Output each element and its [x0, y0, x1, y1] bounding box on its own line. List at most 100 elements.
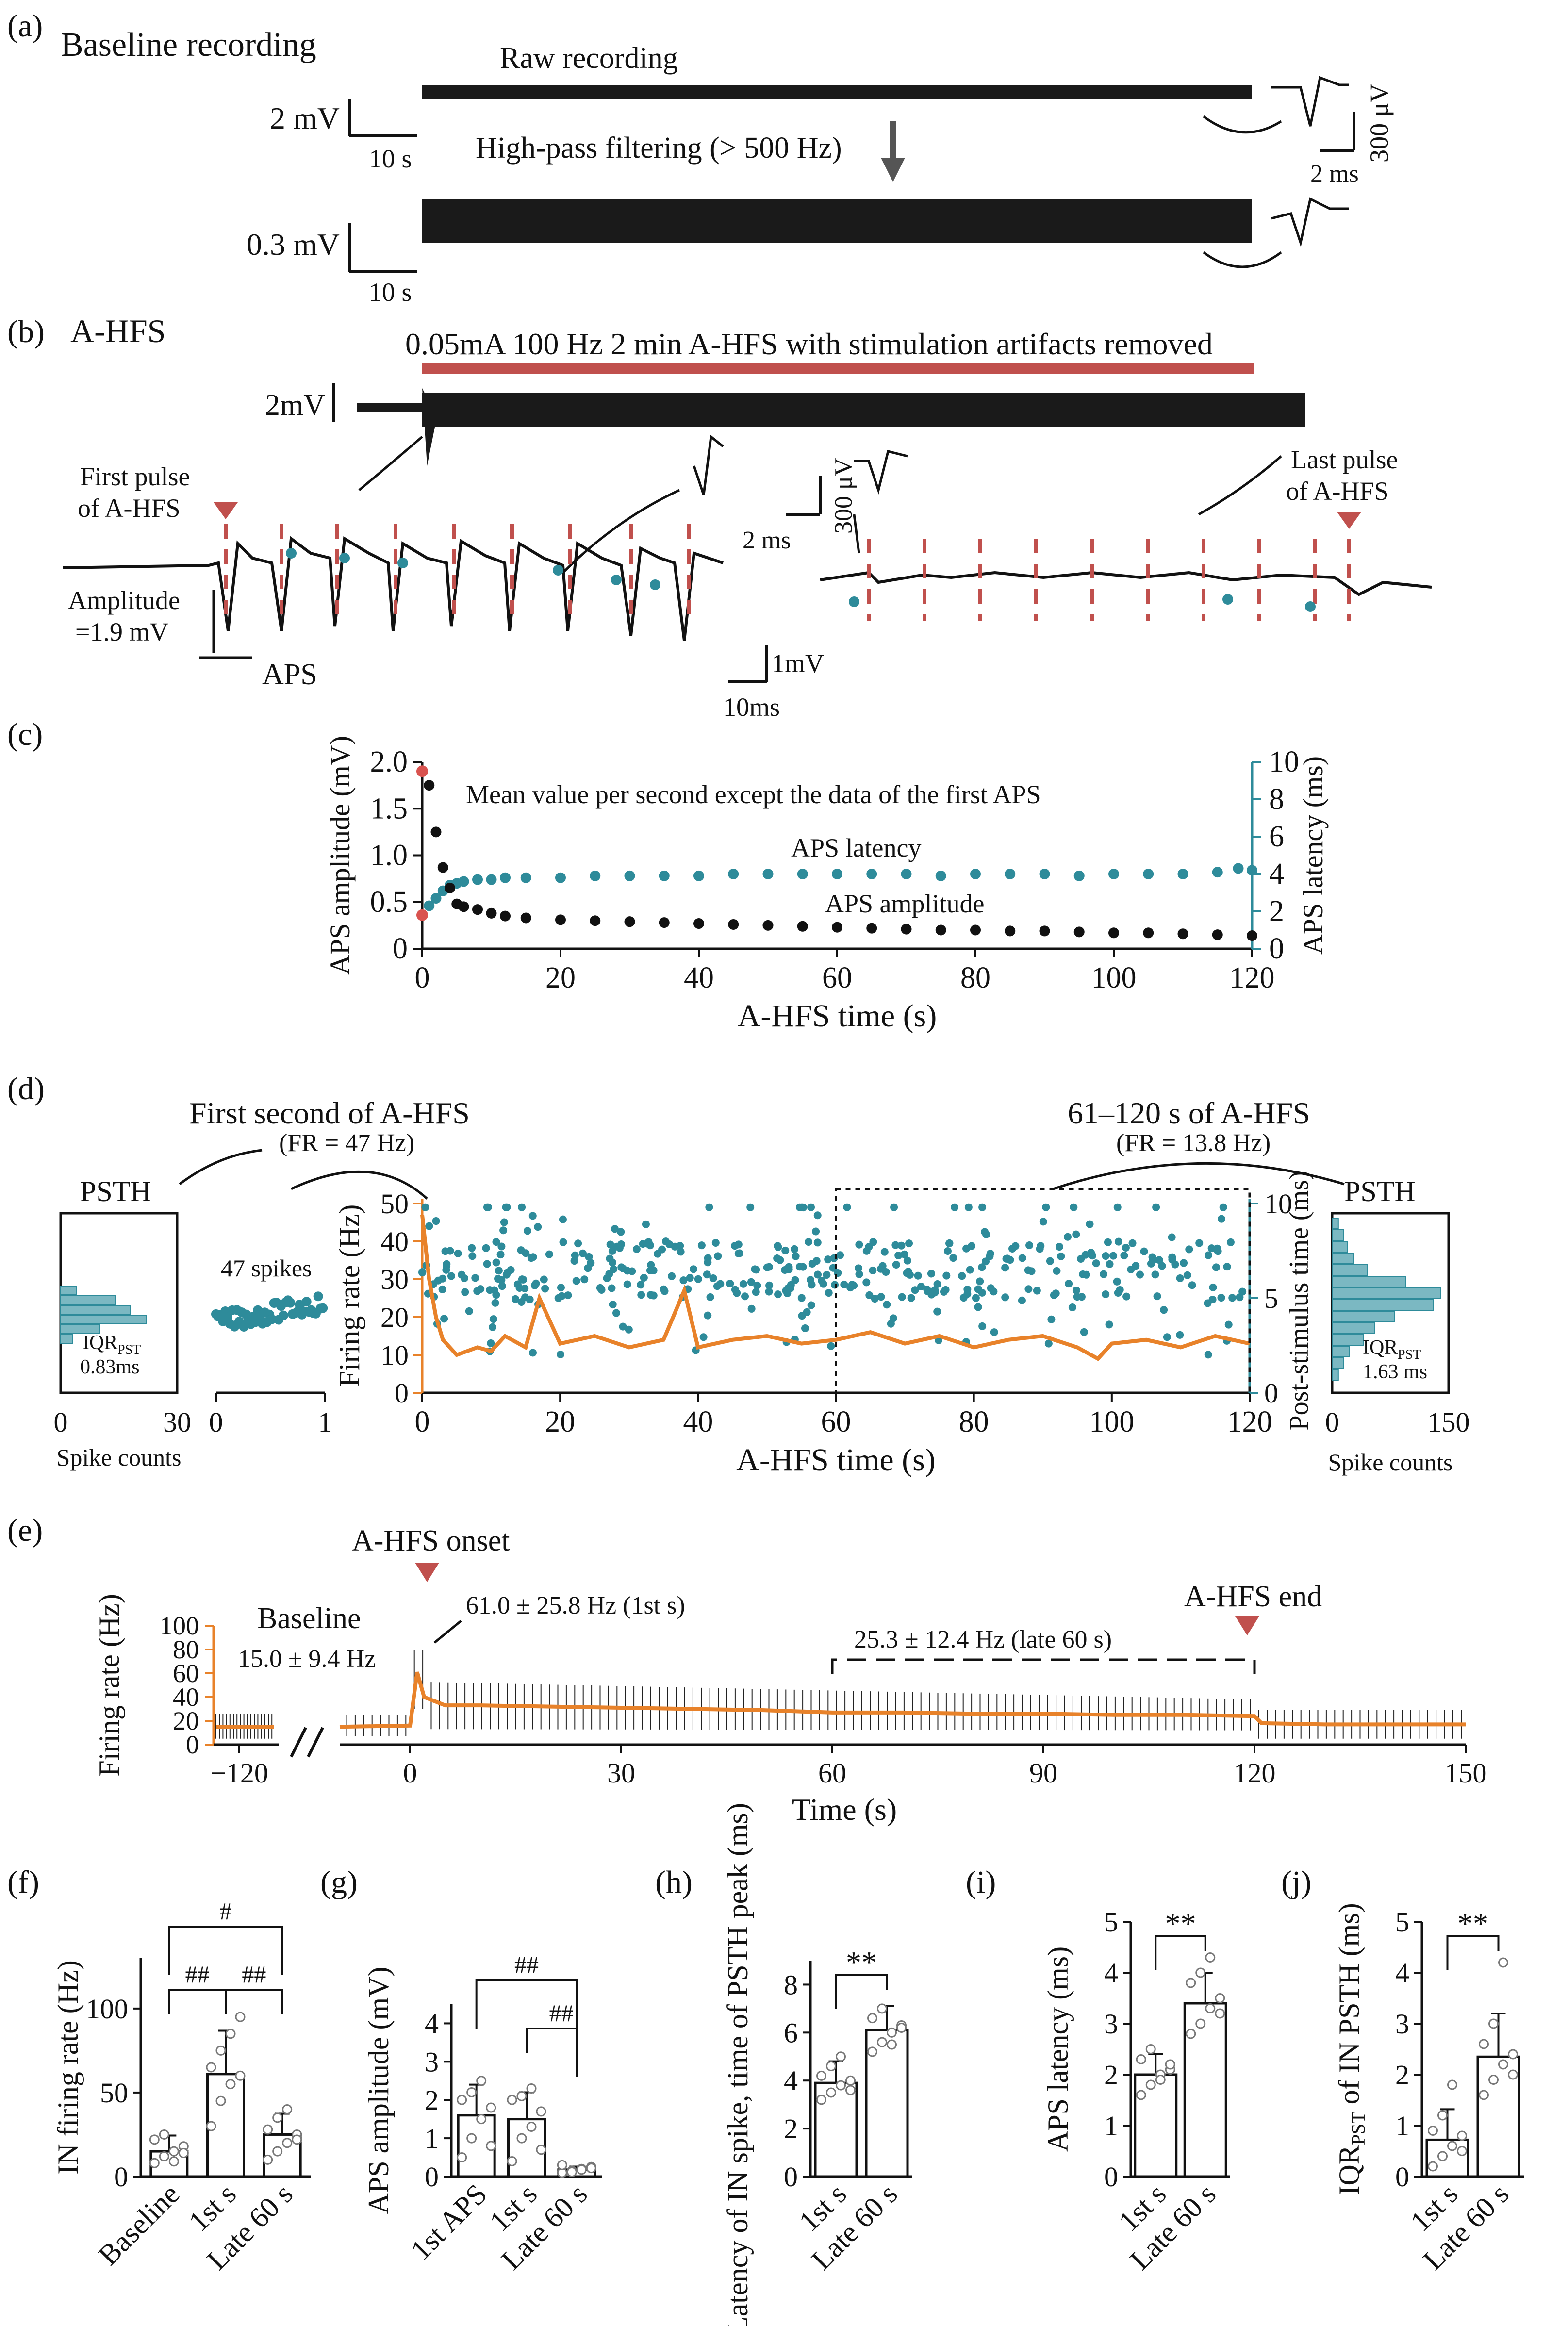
- data-point: [1195, 2018, 1206, 2029]
- spike-point: [1114, 1237, 1122, 1246]
- spike-point: [492, 1238, 500, 1246]
- data-point: [1186, 2029, 1196, 2039]
- data-point: [159, 2151, 169, 2161]
- psth-bar: [60, 1324, 100, 1334]
- raw-trace: [422, 85, 1252, 99]
- x-tick-label: 90: [1029, 1757, 1057, 1789]
- y-tick-label: 0: [186, 1730, 199, 1759]
- panel-letter: (h): [655, 1864, 693, 1900]
- amplitude-point: [1073, 926, 1085, 938]
- amplitude-point: [430, 826, 442, 838]
- stimulus-markers: [224, 524, 1351, 621]
- y-tick-label: 5: [1395, 1906, 1409, 1938]
- spike-point: [623, 1280, 631, 1288]
- spike-point: [518, 1203, 526, 1211]
- y-tick-label: 2: [1395, 2059, 1409, 2091]
- spike-point: [903, 1256, 911, 1265]
- curved-arrow-icon: [1203, 251, 1282, 268]
- y-tick-label: 1.5: [370, 792, 408, 825]
- latency-point: [1177, 869, 1188, 879]
- y-tick-label: 100: [160, 1611, 199, 1640]
- latency-point: [555, 872, 566, 883]
- spike-point: [818, 1276, 826, 1285]
- spike-point: [1064, 1233, 1072, 1241]
- data-point: [836, 2051, 846, 2062]
- spike-point: [697, 1241, 706, 1250]
- spike-point: [917, 1282, 925, 1290]
- spike-point: [1050, 1291, 1058, 1299]
- spike-point: [503, 1203, 511, 1211]
- spike-point: [443, 1262, 451, 1270]
- amplitude-point: [1005, 925, 1016, 937]
- spike-point: [512, 1295, 520, 1303]
- latency-point: [866, 869, 877, 879]
- spike-point: [713, 1282, 721, 1290]
- first-second-spike: [313, 1291, 323, 1302]
- spike-point: [949, 1254, 957, 1262]
- spike-point: [488, 1323, 496, 1331]
- chart-c: 0 20 40 60 80 100 12000.51.01.52.00246810A-HFS…: [324, 736, 1329, 1034]
- amplitude-point: [437, 862, 448, 873]
- first-second-spike: [318, 1303, 328, 1313]
- spike-point: [557, 1284, 565, 1292]
- spike-point: [689, 1265, 697, 1273]
- y-axis-title: Latency of IN spike, time of PSTH peak (…: [722, 1803, 754, 2326]
- spike-point: [1113, 1277, 1121, 1286]
- spike-point: [911, 1286, 919, 1294]
- sig-bracket: [835, 1974, 888, 2009]
- latency-point: [430, 893, 442, 904]
- panel-letter: (i): [966, 1864, 996, 1900]
- spike-point: [990, 1328, 998, 1336]
- spike-point: [1109, 1252, 1118, 1260]
- spike-point: [765, 1287, 773, 1296]
- spike-point: [487, 1339, 495, 1347]
- y-axis-title: IN firing rate (Hz): [52, 1960, 84, 2174]
- spike-point: [497, 1242, 506, 1251]
- spike-point: [927, 1270, 935, 1278]
- x-tick-label: 120: [1227, 1405, 1272, 1438]
- filtered-trace: [422, 199, 1252, 243]
- iqr-label: IQR: [1363, 1336, 1398, 1359]
- spike-point: [941, 1286, 950, 1294]
- y-tick-label: 4: [1104, 1957, 1118, 1989]
- y2-axis-title: Post-stimulus time (ms): [1284, 1171, 1314, 1430]
- amplitude-point: [500, 910, 511, 922]
- end-label: A-HFS end: [1184, 1580, 1322, 1613]
- hfs-trace: [422, 393, 1305, 427]
- psth-bar: [1332, 1218, 1339, 1229]
- data-point: [536, 2145, 546, 2155]
- spike-point: [897, 1241, 906, 1250]
- y-tick-label: 2: [425, 2084, 439, 2116]
- spike-dot: [286, 548, 297, 559]
- spike-point: [529, 1349, 537, 1357]
- y2-tick-label: 0: [1264, 1377, 1278, 1409]
- y-tick-label: 0: [393, 932, 408, 965]
- late-value: 25.3 ± 12.4 Hz (late 60 s): [854, 1626, 1112, 1653]
- spike-point: [619, 1322, 627, 1331]
- scale-voltage: 0.3 mV: [247, 227, 340, 262]
- psth-tick-label: 30: [163, 1406, 191, 1438]
- end-marker-icon: [1235, 1616, 1259, 1635]
- scale-time: 10ms: [723, 693, 780, 722]
- spike-point: [1204, 1351, 1212, 1359]
- spike-point: [1136, 1270, 1144, 1279]
- data-point: [507, 2095, 517, 2105]
- mean-firing-line: [339, 1671, 1466, 1729]
- data-point: [557, 2160, 567, 2170]
- psth-title: PSTH: [1344, 1175, 1416, 1207]
- spike-point: [990, 1287, 998, 1296]
- y-tick-label: 40: [380, 1226, 409, 1257]
- y-tick-label: 1: [425, 2123, 439, 2154]
- onset-marker-icon: [415, 1563, 439, 1582]
- amplitude-point: [1108, 927, 1119, 939]
- spike-point: [1086, 1220, 1094, 1228]
- spike-point: [617, 1228, 625, 1236]
- spike-point: [774, 1242, 782, 1250]
- spike-point: [482, 1244, 490, 1252]
- spike-point: [486, 1286, 494, 1294]
- psth-bar: [1332, 1311, 1395, 1322]
- spike-point: [559, 1238, 567, 1246]
- psth-bar: [60, 1305, 131, 1315]
- x-tick-label: 0: [403, 1757, 417, 1789]
